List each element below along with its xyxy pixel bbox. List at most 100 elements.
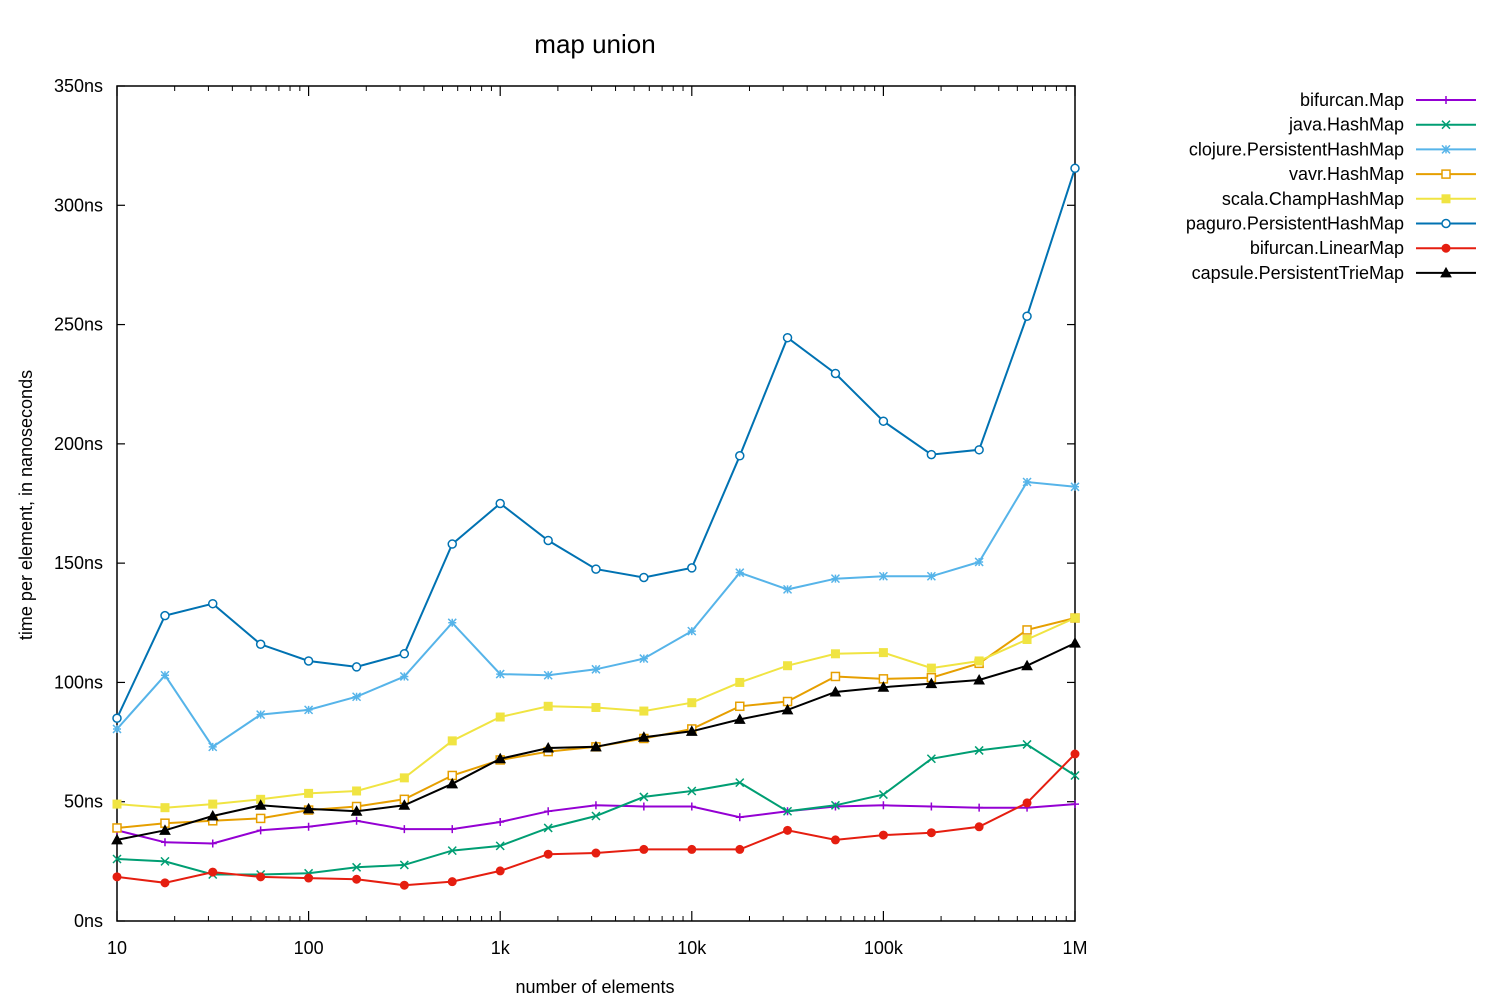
legend-entry: bifurcan.LinearMap xyxy=(1250,238,1476,258)
data-point xyxy=(160,856,170,866)
data-point xyxy=(207,598,218,609)
plot-frame xyxy=(116,85,1076,922)
data-point xyxy=(639,572,649,583)
data-point xyxy=(639,844,649,854)
data-point xyxy=(639,654,649,664)
y-tick-label: 350ns xyxy=(54,76,103,96)
data-point xyxy=(1070,613,1080,623)
data-point xyxy=(879,801,888,810)
legend-label: bifurcan.LinearMap xyxy=(1250,238,1404,258)
data-point xyxy=(687,844,697,854)
legend-marker xyxy=(1441,194,1451,204)
data-point xyxy=(495,712,505,722)
data-point xyxy=(350,805,363,816)
legend-entry: clojure.PersistentHashMap xyxy=(1189,139,1476,159)
data-point xyxy=(494,752,507,764)
data-point xyxy=(399,671,409,681)
data-point xyxy=(543,535,553,546)
data-point xyxy=(495,669,505,679)
data-point xyxy=(398,799,411,810)
data-point xyxy=(639,706,649,716)
data-point xyxy=(926,828,936,838)
data-point xyxy=(830,368,841,379)
data-point xyxy=(1069,637,1081,648)
data-point xyxy=(352,862,362,872)
data-point xyxy=(926,571,936,581)
data-point xyxy=(927,802,936,811)
data-point xyxy=(1022,477,1032,487)
legend-entry: capsule.PersistentTrieMap xyxy=(1192,263,1476,283)
data-point xyxy=(925,677,938,689)
data-point xyxy=(1071,800,1079,809)
data-point xyxy=(783,661,793,671)
data-point xyxy=(591,702,601,712)
data-point xyxy=(735,813,744,822)
y-axis-label: time per element, in nanoseconds xyxy=(16,370,36,640)
legend-marker xyxy=(1441,144,1451,154)
data-point xyxy=(542,742,555,753)
data-point xyxy=(304,788,314,798)
data-point xyxy=(495,866,505,876)
data-point xyxy=(782,332,793,343)
legend-marker xyxy=(1441,243,1451,253)
x-tick-label: 10 xyxy=(107,938,127,958)
data-point xyxy=(254,799,267,810)
data-point xyxy=(352,874,362,884)
data-point xyxy=(160,838,169,847)
data-point xyxy=(926,449,937,460)
data-point xyxy=(591,801,600,810)
y-tick-label: 300ns xyxy=(54,195,103,215)
y-tick-label: 250ns xyxy=(54,315,103,335)
data-point xyxy=(830,671,841,682)
data-point xyxy=(735,677,745,687)
series-layer xyxy=(111,163,1081,890)
data-point xyxy=(160,803,170,813)
axes: 0ns 50ns 100ns 150ns 200ns 250ns 300ns 350ns 10 1… xyxy=(54,76,1088,958)
data-point xyxy=(543,670,553,680)
legend-marker xyxy=(1441,120,1451,130)
y-tick-label: 150ns xyxy=(54,553,103,573)
data-point xyxy=(926,754,936,764)
data-point xyxy=(256,826,265,835)
data-point xyxy=(304,822,313,831)
data-point xyxy=(255,813,266,824)
series-capsule-persistenttriemap xyxy=(111,637,1081,845)
data-point xyxy=(1022,634,1032,644)
legend-label: paguro.PersistentHashMap xyxy=(1186,214,1404,234)
legend-label: clojure.PersistentHashMap xyxy=(1189,139,1404,159)
data-point xyxy=(830,649,840,659)
data-point xyxy=(687,802,696,811)
data-point xyxy=(783,584,793,594)
data-point xyxy=(400,825,409,834)
data-point xyxy=(256,872,266,882)
data-point xyxy=(399,649,410,659)
data-point xyxy=(783,825,793,835)
data-point xyxy=(302,802,315,814)
data-point xyxy=(877,681,890,692)
data-point xyxy=(590,740,602,752)
data-point xyxy=(112,823,122,833)
legend-marker xyxy=(1441,218,1451,229)
legend-entry: vavr.HashMap xyxy=(1289,164,1476,184)
data-point xyxy=(591,811,601,821)
data-point xyxy=(206,809,219,821)
data-point xyxy=(111,833,123,845)
data-point xyxy=(975,803,984,812)
legend-label: scala.ChampHashMap xyxy=(1222,189,1404,209)
data-point xyxy=(878,790,888,800)
data-point xyxy=(495,841,505,851)
data-point xyxy=(591,848,601,858)
data-point xyxy=(783,806,793,816)
legend-entry: bifurcan.Map xyxy=(1300,90,1476,110)
data-point xyxy=(447,877,457,887)
data-point xyxy=(351,662,362,672)
y-tick-label: 0ns xyxy=(74,911,103,931)
data-point xyxy=(685,725,698,736)
data-point xyxy=(830,835,840,845)
data-point xyxy=(974,822,984,832)
data-point xyxy=(830,574,840,584)
series-clojure-persistenthashmap xyxy=(112,477,1080,752)
data-point xyxy=(495,498,505,509)
x-tick-label: 1k xyxy=(491,938,511,958)
data-point xyxy=(1070,770,1080,781)
